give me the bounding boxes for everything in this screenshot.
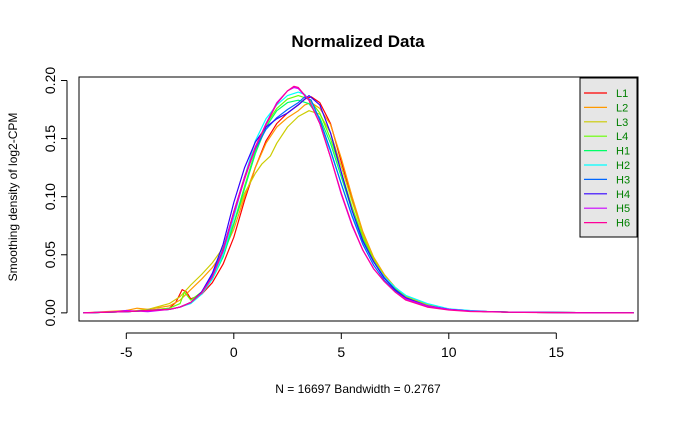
- legend-label-l3: L3: [616, 117, 628, 129]
- x-tick-label: 0: [230, 344, 238, 360]
- x-tick-label: 5: [337, 344, 345, 360]
- series-line-h4: [83, 95, 634, 314]
- legend-label-h3: H3: [616, 174, 630, 186]
- plot-frame: [78, 76, 639, 322]
- series-line-l4: [83, 95, 634, 314]
- x-axis-label: N = 16697 Bandwidth = 0.2767: [275, 382, 441, 396]
- legend-label-l1: L1: [616, 88, 628, 100]
- series-line-h2: [83, 91, 634, 314]
- legend-label-h2: H2: [616, 160, 630, 172]
- y-tick-label: 0.00: [42, 299, 58, 326]
- y-tick-label: 0.10: [42, 183, 58, 210]
- series-line-l3: [83, 110, 634, 314]
- y-tick-label: 0.05: [42, 241, 58, 268]
- x-tick-label: -5: [120, 344, 133, 360]
- legend-label-l4: L4: [616, 131, 628, 143]
- legend-box: [579, 77, 638, 238]
- series-line-h6: [83, 85, 634, 314]
- legend-label-h6: H6: [616, 218, 630, 230]
- series-line-h5: [83, 86, 634, 314]
- legend-label-h1: H1: [616, 146, 630, 158]
- y-tick-label: 0.15: [42, 125, 58, 152]
- x-tick-label: 15: [549, 344, 565, 360]
- series-line-h3: [83, 96, 634, 314]
- x-tick-label: 10: [441, 344, 457, 360]
- series-line-h1: [83, 99, 634, 314]
- series-lines: [83, 85, 634, 314]
- y-axis-label: Smoothing density of log2-CPM: [6, 113, 20, 282]
- legend-label-h5: H5: [616, 203, 630, 215]
- series-line-l2: [83, 102, 634, 314]
- legend-label-h4: H4: [616, 189, 630, 201]
- y-tick-label: 0.20: [42, 67, 58, 94]
- series-line-l1: [83, 96, 634, 314]
- legend: L1 L2 L3 L4 H1 H2 H3 H4 H5 H6: [579, 77, 638, 238]
- chart-title: Normalized Data: [291, 32, 425, 51]
- axes: -5 0 5 10 15 0.00 0.05 0.10 0.15 0.20: [42, 67, 564, 360]
- legend-label-l2: L2: [616, 102, 628, 114]
